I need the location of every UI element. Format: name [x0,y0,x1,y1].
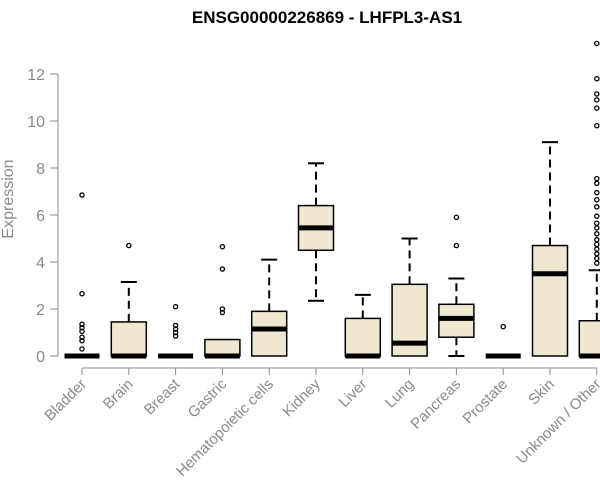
box-liver [344,293,382,359]
outlier-point [219,243,226,250]
outlier-point [79,337,85,344]
outlier-point [594,231,600,237]
outlier-point [172,326,179,332]
outlier-point [219,309,226,316]
y-tick-label: 0 [36,349,45,366]
y-axis: 0 2 4 6 8 10 12 [27,67,59,366]
outlier-point [172,303,179,310]
outlier-point [79,321,85,328]
box-lung [391,237,428,357]
outlier-point [79,290,85,297]
y-tick-label: 4 [36,255,45,272]
outlier-point [594,196,600,203]
outlier-point [594,175,600,182]
y-axis-label: Expression [0,159,17,238]
outlier-point [594,236,600,243]
outlier-point [79,334,85,340]
x-tick-label: Kidney [279,375,324,420]
y-tick-label: 6 [36,208,45,225]
box-pancreas [438,214,475,357]
outlier-point [219,306,226,312]
outlier-point [453,242,460,249]
outlier-point [594,213,600,219]
outlier-point [594,241,600,248]
chart-title: ENSG00000226869 - LHFPL3-AS1 [192,8,462,27]
box-skin [531,141,569,357]
outlier-point [594,97,600,103]
outlier-point [500,323,506,330]
x-tick-label: Bladder [41,376,90,425]
outlier-point [594,246,600,252]
box-body [250,310,288,357]
outlier-point [594,225,600,231]
box-body [110,321,148,357]
y-tick-label: 12 [27,67,45,84]
x-tick-label: Liver [336,376,371,411]
x-tick-label: Brain [100,376,137,413]
outlier-point [594,255,600,262]
x-tick-label: Gastric [185,375,231,421]
outlier-point [79,325,85,331]
outlier-point [172,322,179,329]
box-body [531,244,569,357]
outlier-point [594,260,600,266]
x-tick-label: Lung [382,376,418,412]
box-bladder [64,192,100,359]
box-series [64,40,600,359]
box-brain [110,242,148,359]
outlier-point [172,329,179,336]
y-tick-label: 2 [36,302,45,319]
box-kidney [297,162,335,302]
outlier-point [594,122,600,129]
outlier-point [594,40,600,47]
x-tick-label: Pancreas [407,376,464,433]
outlier-point [594,251,600,257]
box-breast [158,303,194,359]
outlier-point [126,242,132,249]
outlier-point [79,346,85,352]
outlier-point [453,214,460,221]
box-gastric [204,243,241,359]
outlier-point [594,204,600,210]
y-tick-label: 10 [27,114,45,131]
outlier-point [594,91,600,97]
outlier-point [594,105,600,111]
x-tick-label: Unknown / Other [513,376,600,468]
outlier-point [594,189,600,196]
box-hematopoietic-cells [250,258,288,357]
x-tick-label: Prostate [459,376,511,428]
box-unknown-other [578,40,600,359]
outlier-point [594,75,600,82]
outlier-point [594,220,600,226]
box-body [578,320,600,357]
outlier-point [79,192,85,198]
y-tick-label: 8 [36,161,45,178]
outlier-point [594,180,600,187]
x-tick-label: Breast [141,375,184,418]
box-prostate [485,323,521,359]
outlier-point [219,266,226,272]
outlier-point [79,328,85,335]
box-body [344,317,382,357]
x-tick-label: Skin [525,376,558,409]
outlier-point [172,333,179,339]
